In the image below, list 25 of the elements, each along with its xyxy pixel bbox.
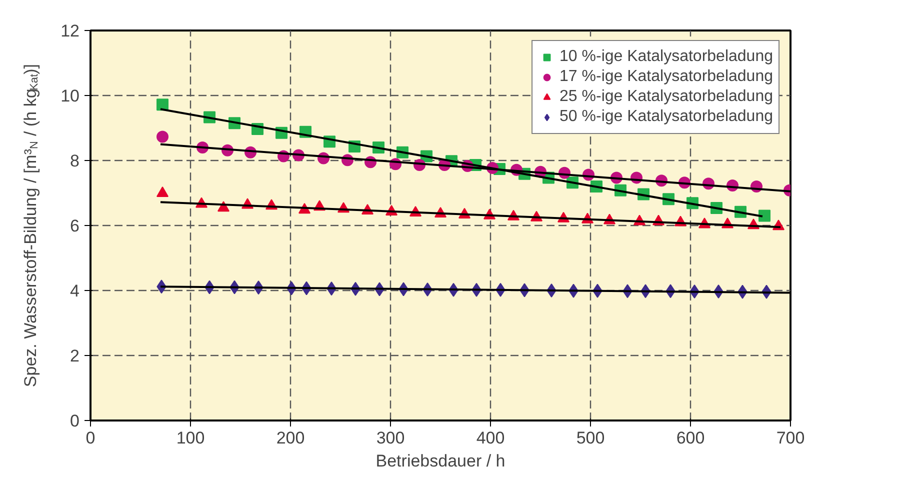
y-tick-label: 6 (70, 216, 80, 236)
legend-label: 25 %-ige Katalysatorbeladung (560, 88, 773, 106)
x-tick-label: 700 (776, 428, 805, 448)
x-tick-label: 600 (676, 428, 705, 448)
point (156, 186, 168, 197)
x-tick-label: 400 (476, 428, 505, 448)
x-tick-label: 0 (86, 428, 96, 448)
y-tick-label: 4 (70, 282, 80, 300)
x-tick-label: 300 (376, 428, 405, 448)
legend-label: 10 %-ige Katalysatorbeladung (560, 48, 773, 66)
point (156, 98, 168, 111)
x-tick-label: 500 (576, 428, 605, 448)
legend-label: 50 %-ige Katalysatorbeladung (560, 108, 773, 126)
y-tick-label: 0 (70, 412, 80, 430)
x-tick-label: 200 (276, 428, 305, 448)
x-axis-title: Betriebsdauer / h (376, 452, 506, 470)
y-tick-label: 12 (60, 22, 80, 40)
x-tick-label: 100 (176, 428, 205, 448)
point (758, 210, 770, 222)
y-tick-label: 10 (60, 86, 80, 106)
y-tick-label: 8 (70, 152, 80, 170)
legend-label: 17 %-ige Katalysatorbeladung (560, 68, 773, 86)
y-axis-title: Spez. Wasserstoff-Bildung / [m³N / (h kgKat)] (21, 64, 40, 388)
y-tick-label: 2 (70, 346, 80, 366)
point (156, 130, 168, 143)
